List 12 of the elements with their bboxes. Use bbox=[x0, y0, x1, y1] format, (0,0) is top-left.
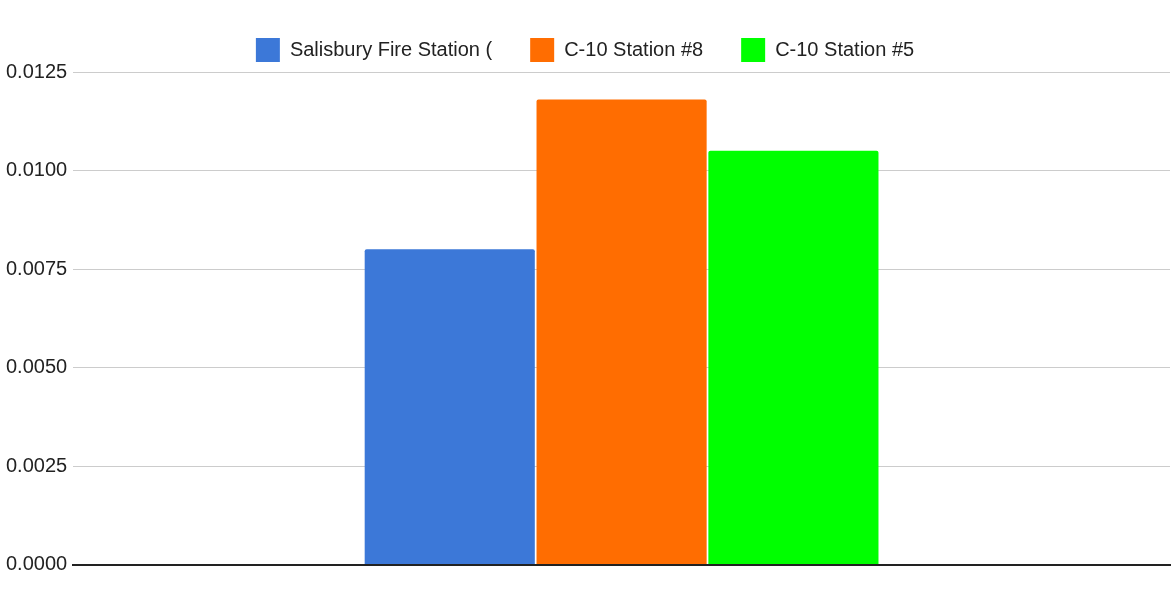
legend-label: Salisbury Fire Station ( bbox=[289, 37, 493, 60]
bar bbox=[364, 249, 535, 565]
y-tick-label: 0.0100 bbox=[6, 158, 68, 181]
y-tick-label: 0.0050 bbox=[6, 355, 68, 378]
y-tick-label: 0.0025 bbox=[6, 453, 68, 476]
bar bbox=[536, 99, 707, 565]
legend-label: C-10 Station #5 bbox=[775, 37, 915, 60]
legend-label: C-10 Station #8 bbox=[564, 37, 704, 60]
bar bbox=[708, 150, 879, 565]
y-tick-label: 0.0075 bbox=[6, 256, 68, 279]
y-tick-label: 0.0125 bbox=[6, 59, 68, 82]
y-tick-label: 0.0000 bbox=[6, 552, 68, 575]
